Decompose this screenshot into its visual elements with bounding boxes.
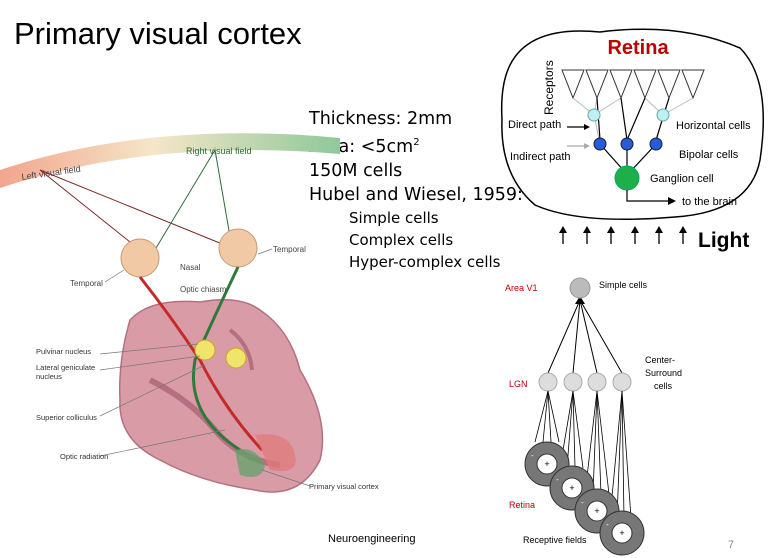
indirect-path-label: Indirect path: [510, 151, 571, 163]
optic-radiation-label: Optic radiation: [60, 452, 108, 461]
retina-title: Retina: [607, 37, 669, 59]
to-brain-arrow: [668, 197, 676, 205]
rf1-plus: +: [544, 459, 549, 469]
brain-fold-2: [228, 328, 254, 371]
simple-cells-label: Simple cells: [599, 280, 648, 290]
indirect-connections: [572, 97, 694, 145]
cell-type-simple: Simple cells: [349, 208, 439, 227]
visual-field-band: [0, 133, 340, 188]
area-v1-label: Area V1: [505, 283, 538, 293]
fact-thickness: Thickness: 2mm: [309, 109, 453, 129]
cells-label: cells: [654, 381, 673, 391]
cortex-red-patch: [255, 434, 296, 471]
rf1-minus: -: [531, 451, 534, 460]
hierarchy-diagram: Area V1 Simple cells Center- Surround ce…: [505, 277, 682, 556]
pulvinar-label: Pulvinar nucleus: [36, 347, 91, 356]
rf2-minus: -: [556, 475, 559, 484]
retina-diagram: Retina Receptors Direct path Indirect pa…: [500, 28, 764, 252]
retina-outline: [500, 28, 764, 220]
v1-lgn-connections: [547, 299, 623, 374]
cell-type-hypercomplex: Hyper-complex cells: [349, 252, 501, 271]
cortex-green-patch: [235, 449, 265, 478]
ganglion-cell: [614, 165, 640, 191]
direct-path-arrowhead: [584, 124, 590, 130]
superior-colliculus-label: Superior colliculus: [36, 413, 97, 422]
bipolar-cells-label: Bipolar cells: [679, 149, 739, 161]
slide-title: Primary visual cortex: [14, 16, 302, 51]
horizontal-cell-left: [587, 108, 601, 122]
indirect-path-arrowhead: [584, 143, 590, 149]
lgn-label: LGN: [509, 379, 528, 389]
right-eye: [218, 228, 258, 268]
bipolar-cell-right: [649, 137, 663, 151]
receptor-cones: [561, 69, 705, 100]
page-number: 7: [728, 539, 735, 551]
fact-cells: 150M cells: [309, 160, 403, 181]
optic-nerve-red: [138, 276, 264, 452]
right-visual-field-label: Right visual field: [186, 146, 252, 156]
ganglion-cell-label: Ganglion cell: [650, 173, 714, 185]
horizontal-cells-label: Horizontal cells: [676, 120, 751, 132]
right-lgn: [225, 347, 247, 369]
receptors-label: Receptors: [542, 60, 556, 115]
v1-simple-cell: [569, 277, 591, 299]
lgn-cells: [538, 372, 632, 392]
rf4-plus: +: [619, 528, 624, 538]
temporal-left-label: Temporal: [70, 279, 103, 288]
cell-type-complex: Complex cells: [349, 230, 454, 249]
horizontal-cell-right: [656, 108, 670, 122]
surround-label: Surround: [645, 368, 682, 378]
center-label: Center-: [645, 355, 675, 365]
light-arrowheads: [559, 226, 687, 233]
bipolar-cell-left: [593, 137, 607, 151]
fact-hubel: Hubel and Wiesel, 1959:: [309, 184, 523, 205]
light-label: Light: [698, 229, 749, 252]
rf3-minus: -: [581, 498, 584, 507]
callout-lines: [99, 248, 311, 487]
bipolar-cell-center: [620, 137, 634, 151]
left-lgn: [194, 339, 216, 361]
temporal-right-label: Temporal: [273, 245, 306, 254]
fact-area-sup: 2: [413, 137, 420, 148]
primary-visual-cortex-label: Primary visual cortex: [309, 482, 379, 491]
optic-nerve-green: [192, 266, 241, 452]
receptive-field-4: + -: [599, 510, 645, 556]
receptive-fields-label: Receptive fields: [523, 535, 587, 545]
footer-course-name: Neuroengineering: [328, 533, 416, 545]
optic-chiasm-label: Optic chiasm: [180, 285, 227, 294]
left-eye: [120, 238, 160, 278]
light-arrows: [562, 230, 684, 244]
rf3-plus: +: [594, 506, 599, 516]
rf2-plus: +: [569, 483, 574, 493]
v1-input-arrowhead: [575, 296, 585, 304]
visual-pathway-illustration: Left visual field Right visual field Nas…: [0, 133, 379, 493]
to-brain-label: to the brain: [682, 196, 737, 208]
nasal-label: Nasal: [180, 263, 201, 272]
retina-label: Retina: [509, 500, 535, 510]
to-brain-line: [626, 190, 668, 202]
lgn-label-line2: nucleus: [36, 372, 62, 381]
lgn-label-line1: Lateral geniculate: [36, 363, 95, 372]
direct-path-label: Direct path: [508, 119, 561, 131]
rf4-minus: -: [606, 520, 609, 529]
